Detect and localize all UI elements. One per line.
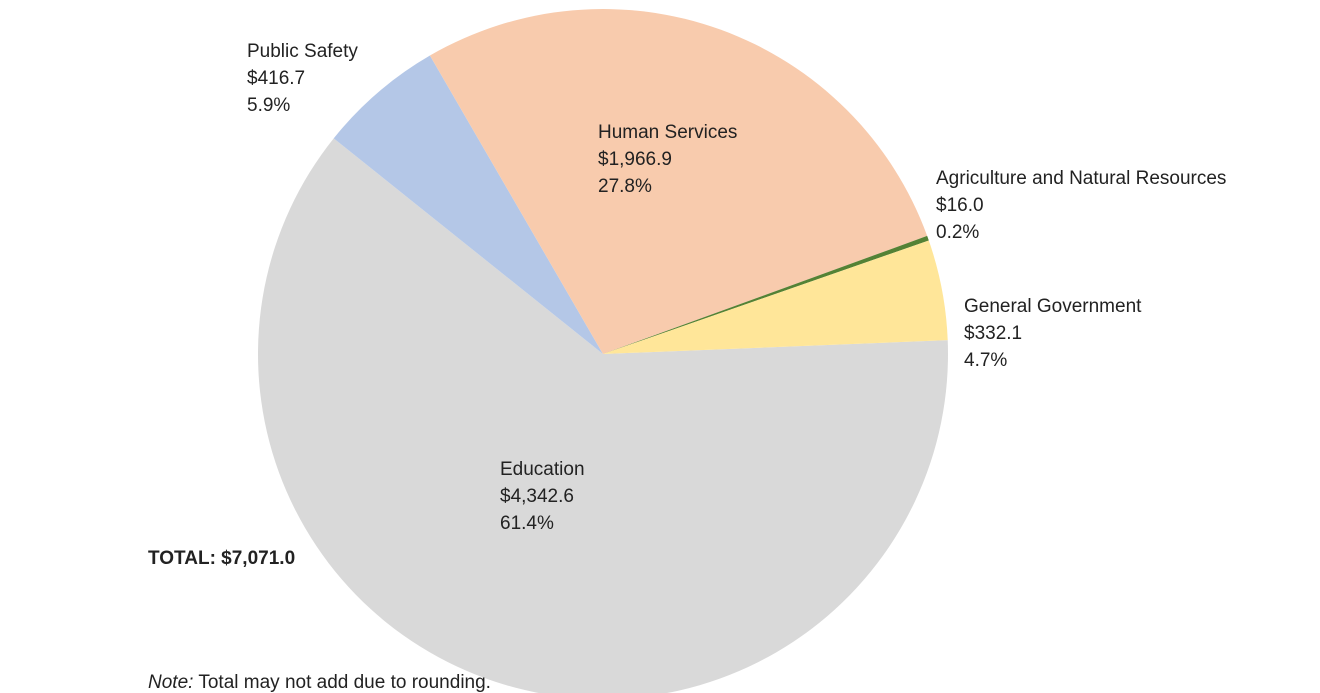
pie-slice bbox=[603, 240, 948, 354]
percent-label: 4.7% bbox=[964, 350, 1007, 371]
slice-label: Agriculture and Natural Resources bbox=[936, 168, 1226, 189]
percent-label: 0.2% bbox=[936, 222, 979, 243]
pie-slice bbox=[603, 235, 929, 354]
value-label: $1,966.9 bbox=[598, 149, 672, 170]
value-label: $16.0 bbox=[936, 195, 984, 216]
pie-slice bbox=[429, 9, 928, 354]
value-label: $332.1 bbox=[964, 323, 1022, 344]
pie-slice bbox=[258, 138, 948, 693]
pie-slice bbox=[333, 55, 603, 354]
slice-label: General Government bbox=[964, 296, 1142, 317]
total-label: TOTAL: $7,071.0 bbox=[148, 548, 295, 569]
percent-label: 61.4% bbox=[500, 513, 554, 534]
value-label: $4,342.6 bbox=[500, 486, 574, 507]
slice-label: Education bbox=[500, 459, 585, 480]
note: Note: Total may not add due to rounding. bbox=[148, 672, 491, 693]
slice-label: Human Services bbox=[598, 122, 737, 143]
note-label: Note: bbox=[148, 672, 193, 693]
note-text: Total may not add due to rounding. bbox=[198, 672, 491, 693]
slice-label: Public Safety bbox=[247, 41, 358, 62]
percent-label: 5.9% bbox=[247, 95, 290, 116]
value-label: $416.7 bbox=[247, 68, 305, 89]
percent-label: 27.8% bbox=[598, 176, 652, 197]
pie bbox=[258, 9, 948, 693]
